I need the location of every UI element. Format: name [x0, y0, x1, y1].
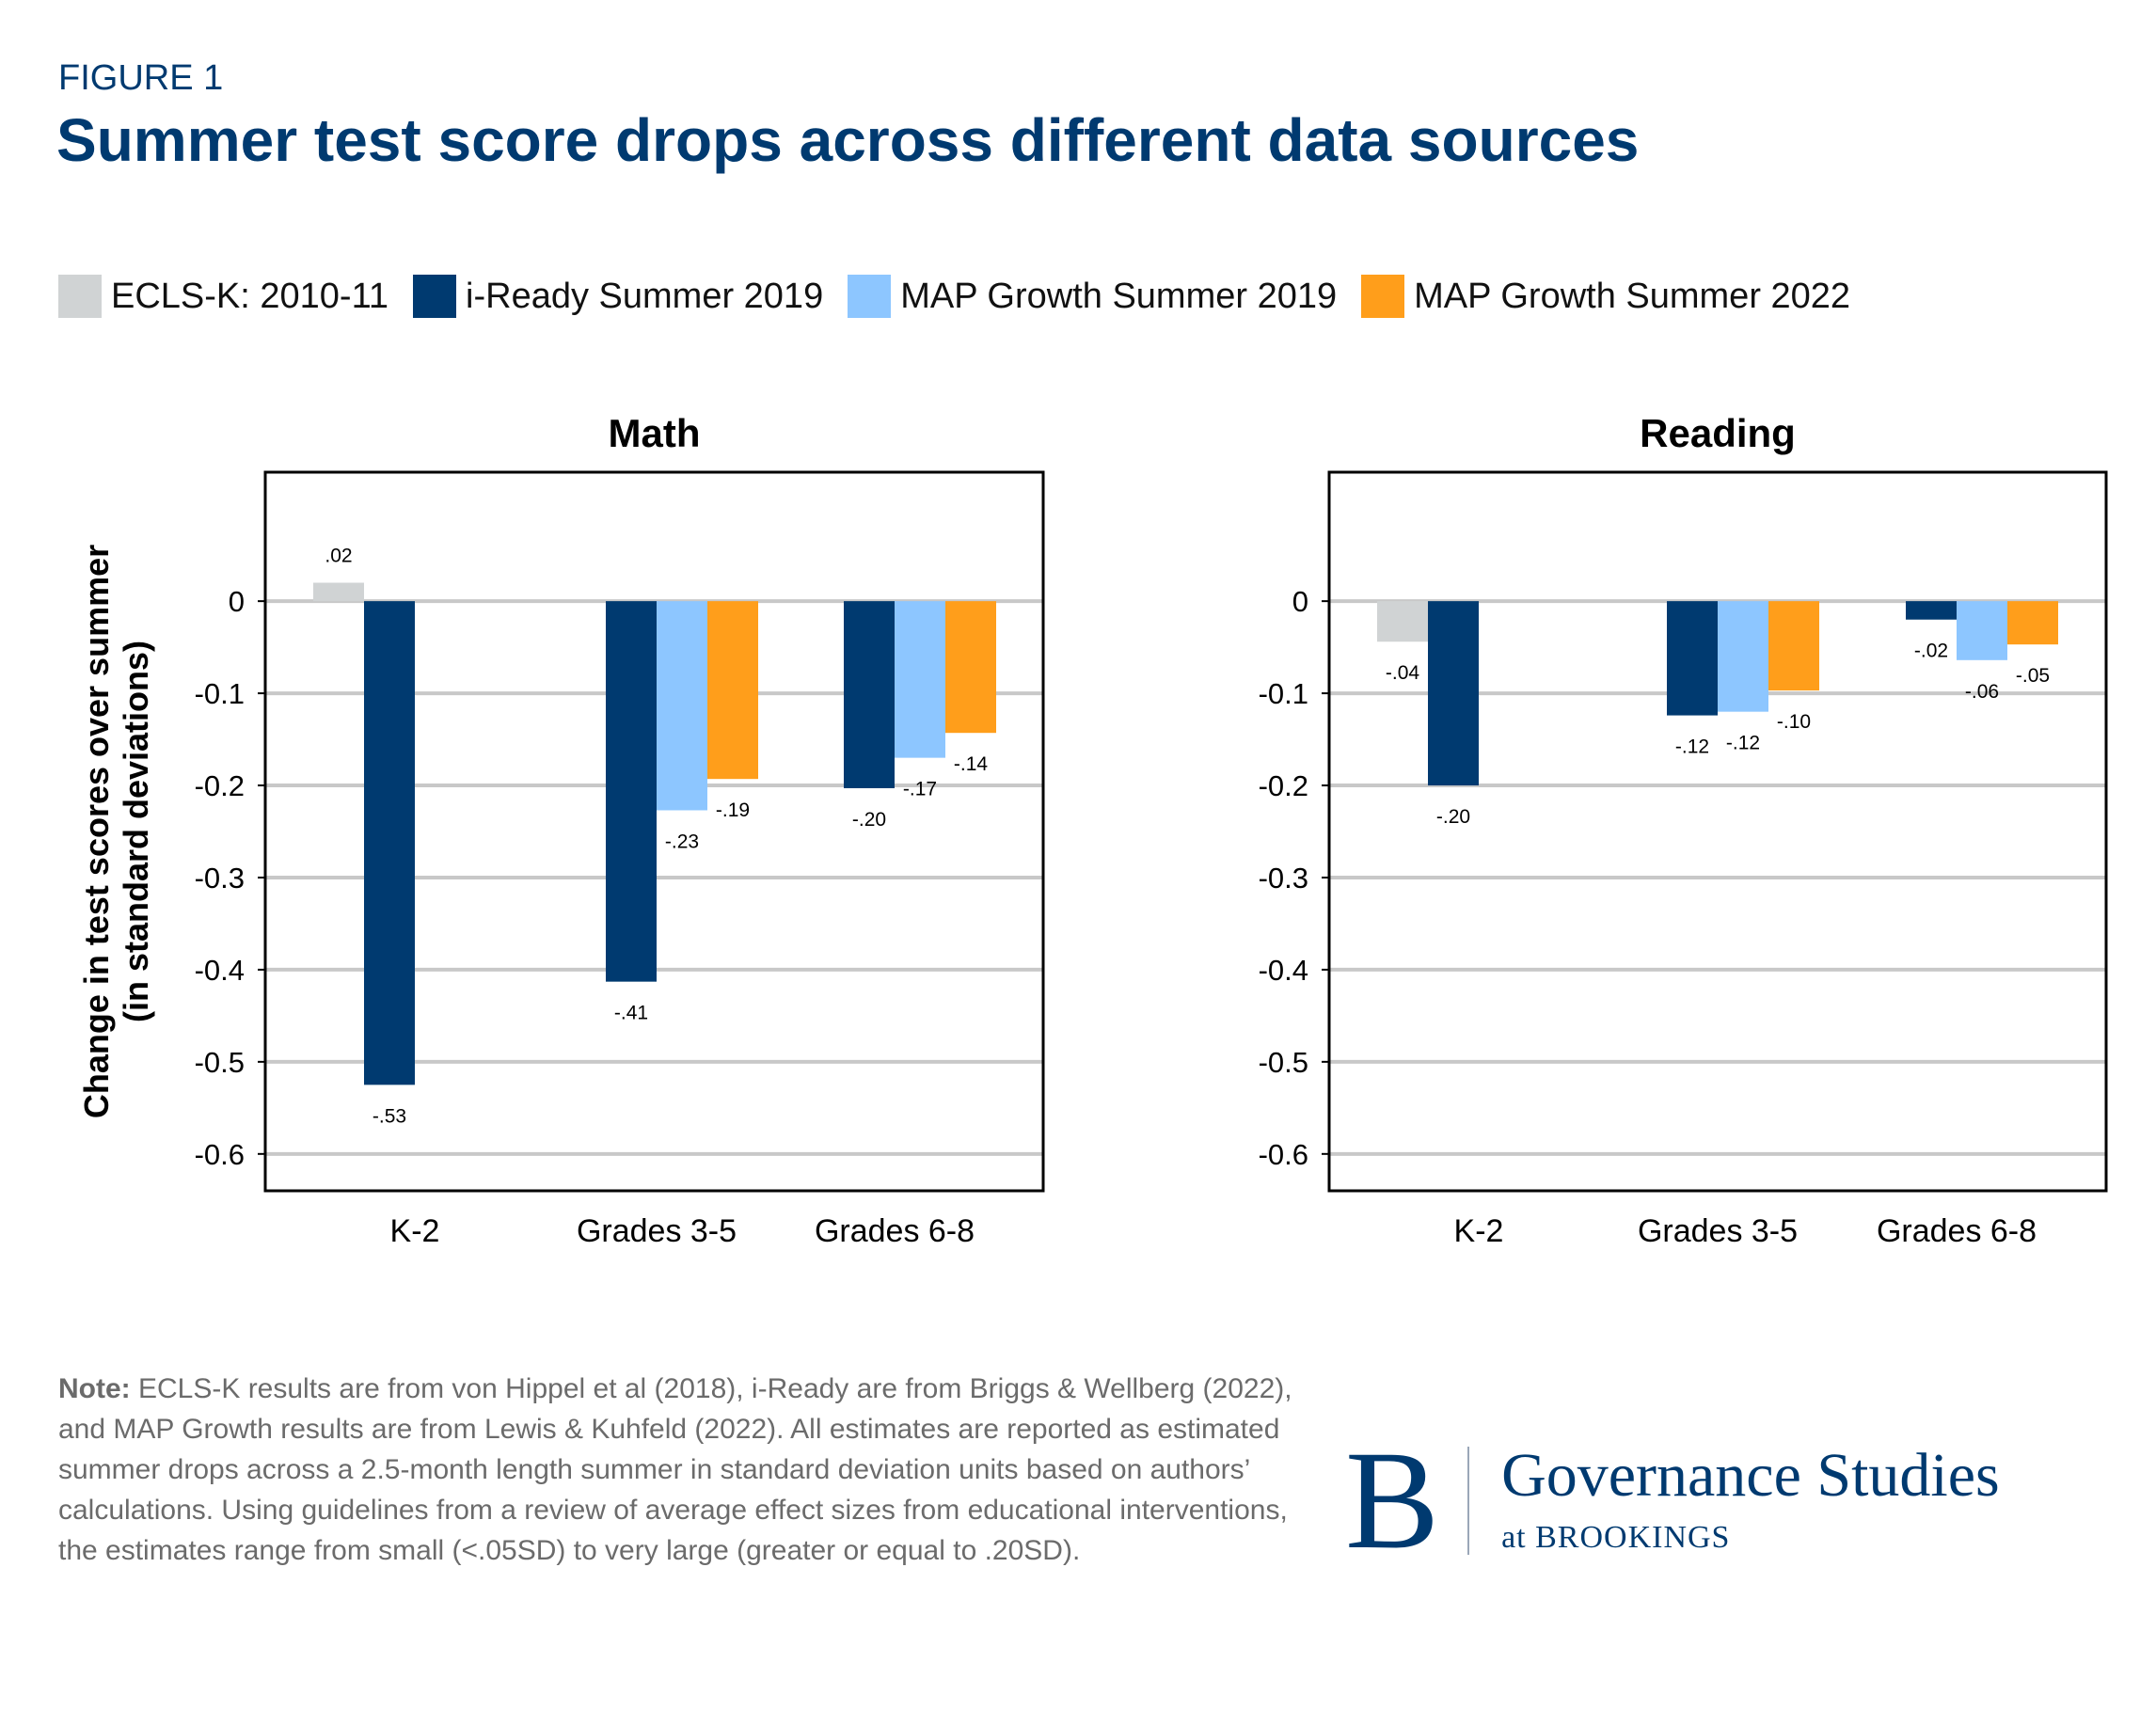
plot-frame	[263, 470, 1045, 1193]
data-label: -.04	[1386, 662, 1420, 684]
data-label: -.20	[1436, 806, 1470, 828]
bar	[657, 601, 707, 811]
y-axis-label: Change in test scores over summer (in st…	[77, 545, 155, 1118]
bar	[844, 601, 895, 788]
y-tick-label: -0.2	[195, 769, 245, 802]
panel-title: Reading	[1640, 411, 1796, 455]
plot-frame	[1327, 470, 2108, 1193]
data-label: -.02	[1914, 641, 1948, 662]
bar-charts: Change in test scores over summer (in st…	[77, 411, 2108, 1249]
chart-panel-reading: Reading 0 -0.1 -0.2 -0.3 -0.4 -0.5 -0.6 -.04 -.20…	[1259, 411, 2108, 1249]
data-label: -.05	[2016, 665, 2050, 687]
logo-letter: B	[1345, 1422, 1440, 1578]
bar	[364, 601, 415, 1085]
note-text: ECLS-K results are from von Hippel et al…	[58, 1373, 1292, 1566]
data-label: .02	[325, 546, 352, 567]
brookings-logo: B Governance Studies at BROOKINGS	[1345, 1430, 2000, 1571]
y-tick-label: -0.3	[1259, 862, 1308, 895]
chart-panel-math: Math 0 -0.1 -0.2 -0.3 -0.4 -0.5 -0.6 .02 -.53 -.41…	[195, 411, 1045, 1249]
x-tick-label: Grades 6-8	[815, 1213, 975, 1249]
data-label: -.14	[954, 753, 989, 775]
bar	[945, 601, 996, 734]
x-tick-label: K-2	[1454, 1213, 1504, 1249]
data-label: -.12	[1726, 733, 1760, 754]
data-label: -.10	[1777, 711, 1811, 733]
bar	[1377, 601, 1428, 642]
bar	[895, 601, 945, 758]
x-tick-label: Grades 3-5	[1638, 1213, 1798, 1249]
bar	[1667, 601, 1718, 716]
bar	[1428, 601, 1479, 786]
x-tick-label: Grades 6-8	[1877, 1213, 2037, 1249]
y-tick-label: 0	[229, 585, 245, 618]
y-tick-label: -0.5	[1259, 1046, 1308, 1079]
legend-swatch	[58, 275, 102, 318]
legend-item-iready-2019: i-Ready Summer 2019	[413, 275, 823, 318]
data-label: -.12	[1675, 736, 1709, 758]
y-tick-label: 0	[1292, 585, 1308, 618]
y-tick-label: -0.1	[195, 677, 245, 710]
logo-divider	[1467, 1446, 1470, 1555]
y-axis-label-line2: (in standard deviations)	[117, 641, 155, 1022]
bar	[313, 582, 364, 602]
legend-item-map-2019: MAP Growth Summer 2019	[848, 275, 1337, 318]
y-tick-label: -0.5	[195, 1046, 245, 1079]
legend-swatch	[413, 275, 457, 318]
legend: ECLS-K: 2010-11 i-Ready Summer 2019 MAP …	[58, 275, 1875, 318]
legend-item-ecls: ECLS-K: 2010-11	[58, 275, 388, 318]
data-label: -.20	[852, 809, 886, 831]
panel-title: Math	[609, 411, 701, 455]
figure-label: FIGURE 1	[58, 58, 224, 98]
legend-item-map-2022: MAP Growth Summer 2022	[1361, 275, 1850, 318]
y-tick-label: -0.3	[195, 862, 245, 895]
data-label: -.17	[903, 779, 937, 800]
bar	[1718, 601, 1768, 712]
y-tick-label: -0.4	[1259, 954, 1308, 987]
y-axis-label-line1: Change in test scores over summer	[77, 545, 116, 1118]
chart-title: Summer test score drops across different…	[56, 106, 1640, 174]
data-label: -.19	[716, 800, 750, 821]
logo-name: Governance Studies	[1501, 1441, 2000, 1510]
bar	[606, 601, 657, 982]
bar	[1906, 601, 1957, 620]
data-label: -.53	[373, 1105, 406, 1127]
note-label: Note:	[58, 1373, 131, 1404]
x-tick-label: Grades 3-5	[577, 1213, 737, 1249]
legend-swatch	[1361, 275, 1405, 318]
x-tick-label: K-2	[390, 1213, 440, 1249]
bar	[2007, 601, 2058, 645]
bar	[1957, 601, 2007, 660]
logo-sub: at BROOKINGS	[1501, 1520, 1731, 1555]
data-label: -.23	[665, 831, 699, 852]
y-tick-label: -0.1	[1259, 677, 1308, 710]
legend-swatch	[848, 275, 892, 318]
data-label: -.06	[1965, 681, 1999, 703]
note: Note: ECLS-K results are from von Hippel…	[58, 1369, 1309, 1571]
bar	[1768, 601, 1819, 691]
y-tick-label: -0.6	[195, 1138, 245, 1171]
y-tick-label: -0.2	[1259, 769, 1308, 802]
y-tick-label: -0.4	[195, 954, 245, 987]
data-label: -.41	[614, 1003, 648, 1024]
y-tick-label: -0.6	[1259, 1138, 1308, 1171]
bar	[707, 601, 758, 780]
